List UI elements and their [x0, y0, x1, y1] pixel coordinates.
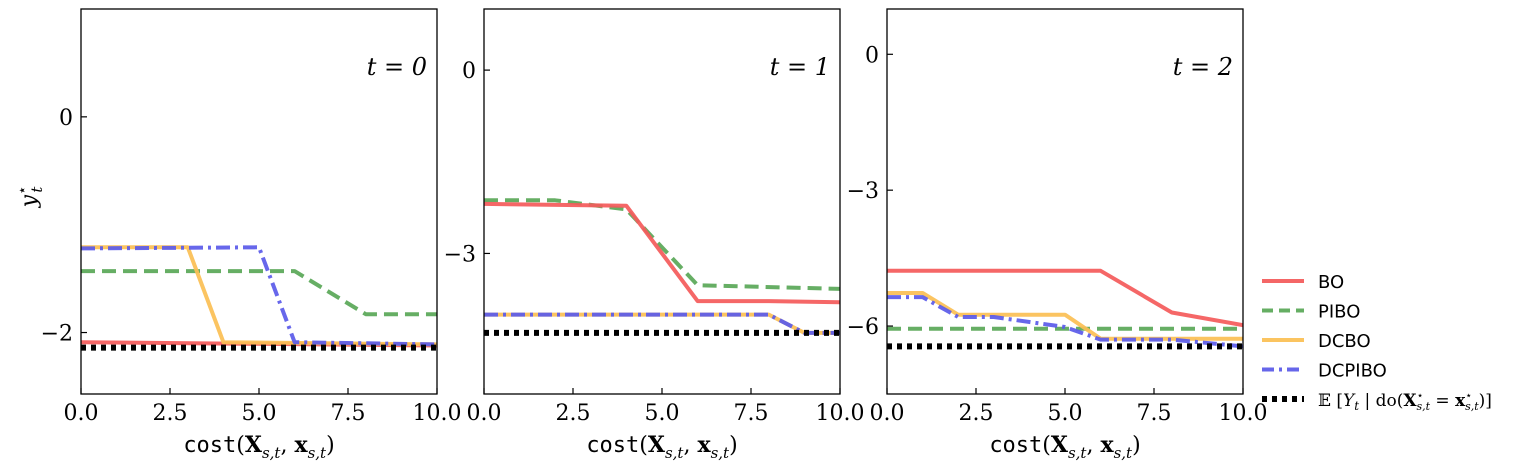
y-tick-label: −3 [444, 242, 476, 267]
legend-label: BO [1318, 272, 1344, 293]
x-tick-label: 5.0 [242, 401, 277, 426]
panel-1: 0.0 2.5 5.0 7.5 10.0 0 −3 t = 1 cost(Xs,t, xs,t) [444, 8, 865, 462]
y-tick-label: −6 [847, 315, 879, 340]
series-group [887, 268, 1243, 350]
legend-item-dcpibo: DCPIBO [1262, 361, 1387, 382]
x-tick-label: 2.5 [556, 401, 591, 426]
panel-label: t = 1 [770, 53, 830, 81]
panel-2: 0.0 2.5 5.0 7.5 10.0 0 −3 −6 t = 2 cost(Xs,t, xs,… [847, 8, 1268, 462]
legend-label: DCPIBO [1318, 361, 1387, 382]
x-tick-label: 5.0 [1048, 401, 1083, 426]
x-tick-label: 7.5 [331, 401, 366, 426]
legend-label: PIBO [1318, 302, 1360, 323]
x-tick-label: 7.5 [1137, 401, 1172, 426]
panel-label: t = 2 [1173, 53, 1233, 81]
legend-item-expected: 𝔼 [Yt | do(X⋆ s,t = x⋆ s,t)] [1262, 389, 1492, 413]
x-axis-label: cost(Xs,t, xs,t) [989, 432, 1140, 462]
y-tick-label: 0 [462, 59, 476, 84]
legend: BO PIBO DCBO DCPIBO 𝔼 [Yt | do(X⋆ s,t = x⋆ s,t… [1262, 272, 1492, 413]
series-line-pibo [81, 269, 437, 317]
x-tick-label: 2.5 [153, 401, 188, 426]
panel-0: 0.0 2.5 5.0 7.5 10.0 0 −2 t = 0 cost(Xs,t, xs,t)… [13, 8, 462, 462]
legend-item-pibo: PIBO [1262, 302, 1360, 323]
series-line-dcpibo [887, 295, 1243, 349]
legend-item-dcbo: DCBO [1262, 331, 1371, 352]
series-group [484, 198, 840, 336]
x-tick-label: 10.0 [816, 401, 865, 426]
series-line-bo [887, 268, 1243, 328]
legend-label: 𝔼 [Yt | do(X⋆ s,t = x⋆ s,t)] [1318, 389, 1492, 413]
series-group [81, 245, 437, 351]
x-tick-label: 0.0 [870, 401, 905, 426]
x-tick-label: 10.0 [413, 401, 462, 426]
series-line-dcbo [81, 245, 437, 347]
x-tick-label: 0.0 [467, 401, 502, 426]
y-tick-label: −3 [847, 179, 879, 204]
y-axis-label: y⋆t [13, 186, 46, 209]
x-tick-label: 7.5 [734, 401, 769, 426]
panel-label: t = 0 [367, 53, 427, 81]
x-tick-label: 10.0 [1219, 401, 1268, 426]
legend-label: DCBO [1318, 331, 1371, 352]
series-line-dcpibo [81, 245, 437, 347]
x-axis-label: cost(Xs,t, xs,t) [586, 432, 737, 462]
series-line-dcpibo [484, 312, 840, 335]
legend-item-bo: BO [1262, 272, 1344, 293]
y-tick-label: 0 [865, 43, 879, 68]
series-line-pibo [484, 198, 840, 291]
x-tick-label: 0.0 [64, 401, 99, 426]
y-tick-label: 0 [59, 106, 73, 131]
x-axis-label: cost(Xs,t, xs,t) [183, 432, 334, 462]
x-tick-label: 2.5 [959, 401, 994, 426]
series-line-bo [484, 201, 840, 305]
x-tick-label: 5.0 [645, 401, 680, 426]
y-tick-label: −2 [41, 322, 73, 347]
